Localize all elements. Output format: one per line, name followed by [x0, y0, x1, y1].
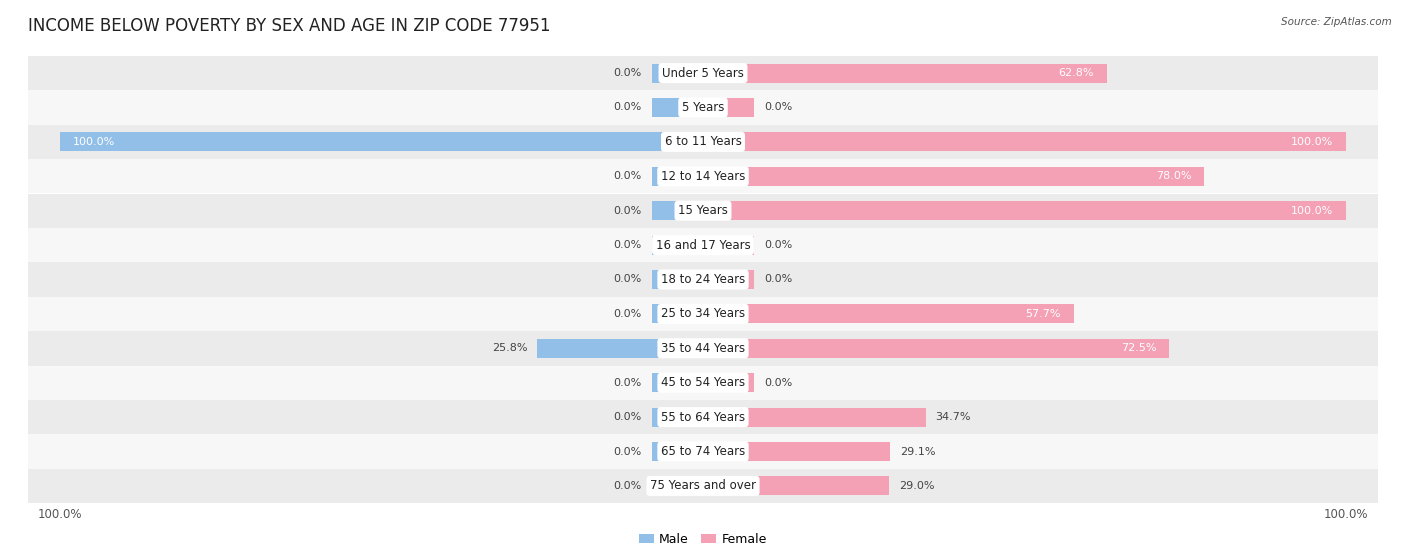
Text: 0.0%: 0.0% — [613, 206, 643, 216]
Bar — [651, 305, 703, 323]
Bar — [703, 476, 890, 495]
Bar — [651, 201, 703, 220]
Bar — [703, 98, 755, 117]
Text: 65 to 74 Years: 65 to 74 Years — [661, 445, 745, 458]
Text: 16 and 17 Years: 16 and 17 Years — [655, 239, 751, 252]
Bar — [703, 442, 890, 461]
Bar — [703, 167, 1205, 186]
Text: 25 to 34 Years: 25 to 34 Years — [661, 307, 745, 320]
Bar — [651, 373, 703, 392]
Bar — [651, 442, 703, 461]
Bar — [28, 193, 1378, 228]
Bar — [651, 408, 703, 427]
Text: 57.7%: 57.7% — [1025, 309, 1062, 319]
Text: Source: ZipAtlas.com: Source: ZipAtlas.com — [1281, 17, 1392, 27]
Text: 5 Years: 5 Years — [682, 101, 724, 114]
Bar — [28, 400, 1378, 434]
Bar — [60, 132, 703, 151]
Bar — [703, 270, 755, 289]
Text: INCOME BELOW POVERTY BY SEX AND AGE IN ZIP CODE 77951: INCOME BELOW POVERTY BY SEX AND AGE IN Z… — [28, 17, 551, 35]
Text: 0.0%: 0.0% — [613, 240, 643, 250]
Bar — [28, 125, 1378, 159]
Bar — [651, 476, 703, 495]
Text: 75 Years and over: 75 Years and over — [650, 480, 756, 492]
Text: 18 to 24 Years: 18 to 24 Years — [661, 273, 745, 286]
Bar — [651, 64, 703, 83]
Text: 62.8%: 62.8% — [1059, 68, 1094, 78]
Text: 72.5%: 72.5% — [1121, 343, 1156, 353]
Bar — [28, 297, 1378, 331]
Bar — [28, 56, 1378, 91]
Text: 0.0%: 0.0% — [763, 102, 793, 112]
Bar — [537, 339, 703, 358]
Bar — [28, 159, 1378, 193]
Text: 45 to 54 Years: 45 to 54 Years — [661, 376, 745, 389]
Bar — [651, 236, 703, 254]
Text: 0.0%: 0.0% — [613, 309, 643, 319]
Bar — [703, 305, 1074, 323]
Bar — [703, 236, 755, 254]
Bar — [703, 64, 1107, 83]
Bar — [703, 339, 1168, 358]
Bar — [28, 366, 1378, 400]
Bar — [703, 132, 1346, 151]
Text: 0.0%: 0.0% — [613, 274, 643, 285]
Text: Under 5 Years: Under 5 Years — [662, 67, 744, 79]
Text: 55 to 64 Years: 55 to 64 Years — [661, 411, 745, 424]
Text: 0.0%: 0.0% — [763, 378, 793, 388]
Bar — [28, 91, 1378, 125]
Legend: Male, Female: Male, Female — [634, 528, 772, 551]
Bar — [703, 373, 755, 392]
Text: 0.0%: 0.0% — [613, 378, 643, 388]
Bar — [651, 270, 703, 289]
Bar — [28, 468, 1378, 503]
Text: 29.1%: 29.1% — [900, 447, 935, 457]
Text: 6 to 11 Years: 6 to 11 Years — [665, 135, 741, 148]
Bar — [28, 228, 1378, 262]
Text: 15 Years: 15 Years — [678, 204, 728, 217]
Text: 100.0%: 100.0% — [1291, 206, 1333, 216]
Text: 0.0%: 0.0% — [613, 481, 643, 491]
Text: 29.0%: 29.0% — [898, 481, 935, 491]
Text: 100.0%: 100.0% — [1291, 137, 1333, 147]
Text: 12 to 14 Years: 12 to 14 Years — [661, 170, 745, 183]
Bar — [651, 98, 703, 117]
Text: 34.7%: 34.7% — [935, 412, 972, 422]
Text: 78.0%: 78.0% — [1156, 171, 1191, 181]
Text: 0.0%: 0.0% — [613, 447, 643, 457]
Text: 0.0%: 0.0% — [613, 102, 643, 112]
Text: 100.0%: 100.0% — [73, 137, 115, 147]
Bar — [28, 262, 1378, 297]
Bar — [28, 331, 1378, 366]
Text: 0.0%: 0.0% — [613, 171, 643, 181]
Bar — [703, 408, 927, 427]
Text: 25.8%: 25.8% — [492, 343, 527, 353]
Text: 0.0%: 0.0% — [763, 274, 793, 285]
Text: 0.0%: 0.0% — [613, 68, 643, 78]
Text: 0.0%: 0.0% — [763, 240, 793, 250]
Text: 0.0%: 0.0% — [613, 412, 643, 422]
Bar — [651, 167, 703, 186]
Bar — [28, 434, 1378, 468]
Bar — [703, 201, 1346, 220]
Text: 35 to 44 Years: 35 to 44 Years — [661, 342, 745, 355]
